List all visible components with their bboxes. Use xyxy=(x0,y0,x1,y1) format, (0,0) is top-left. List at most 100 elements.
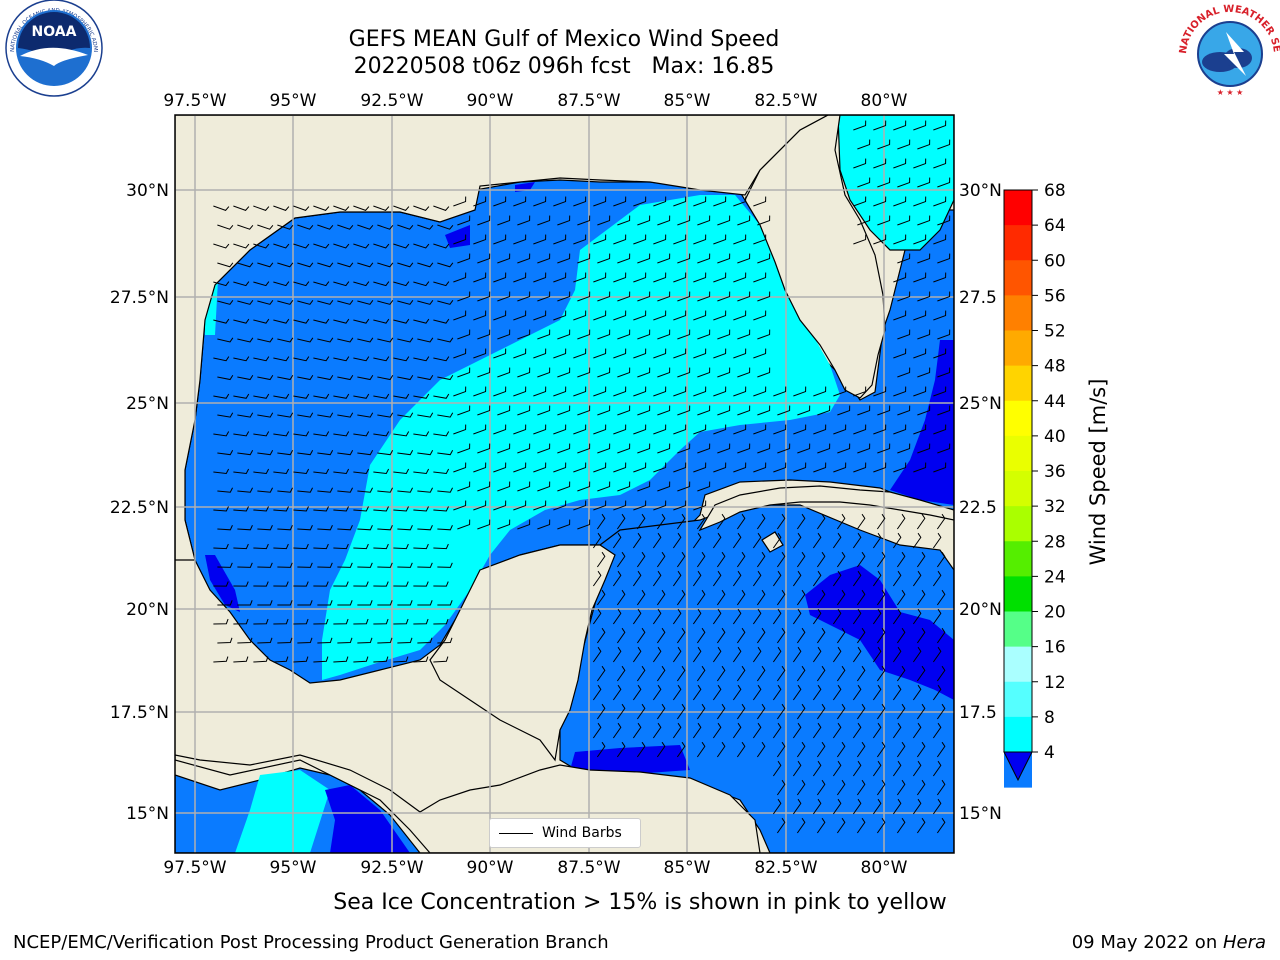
wind-barb xyxy=(357,600,373,606)
wind-barb xyxy=(333,393,350,399)
wind-barb xyxy=(813,424,827,435)
wind-barb xyxy=(237,487,254,493)
wind-barb xyxy=(337,562,353,568)
wind-barb xyxy=(353,356,370,362)
wind-barb xyxy=(553,234,567,245)
wind-barb xyxy=(677,481,691,492)
wind-barb xyxy=(836,551,846,568)
wind-barb xyxy=(393,543,409,550)
svg-text:★ ★ ★: ★ ★ ★ xyxy=(1217,88,1244,97)
wind-barb xyxy=(417,412,434,418)
wind-barb xyxy=(756,665,766,682)
wind-barb xyxy=(672,684,682,701)
wind-barb xyxy=(936,513,946,530)
colorbar-label: 40 xyxy=(1044,427,1066,447)
wind-barb xyxy=(217,637,233,644)
wind-barb xyxy=(533,234,547,245)
wind-barb xyxy=(777,405,791,416)
wind-barb xyxy=(317,300,334,305)
wind-barbs xyxy=(213,120,951,834)
wind-barb xyxy=(917,253,931,264)
figure-title: GEFS MEAN Gulf of Mexico Wind Speed 2022… xyxy=(349,26,780,80)
wind-barb xyxy=(397,450,414,456)
wind-barb xyxy=(613,462,627,473)
wind-barb xyxy=(672,608,682,625)
wind-barb xyxy=(413,581,429,587)
wind-barb xyxy=(417,637,433,644)
wind-barb xyxy=(297,450,314,456)
wind-barb xyxy=(393,468,410,474)
wind-barb xyxy=(633,386,647,397)
north-shore xyxy=(175,115,829,561)
wind-barb xyxy=(437,262,454,268)
wind-barb xyxy=(213,618,229,625)
wind-barb xyxy=(596,703,606,720)
wind-barb xyxy=(353,205,370,211)
colorbar-label: 24 xyxy=(1044,567,1066,587)
wind-barb xyxy=(493,424,507,435)
wind-barb xyxy=(433,581,449,587)
wind-barb xyxy=(573,348,587,359)
wind-barb xyxy=(557,519,571,530)
wind-barb xyxy=(757,329,771,340)
wind-barb xyxy=(697,329,711,340)
wind-barb xyxy=(637,481,651,492)
wind-barb xyxy=(377,637,393,644)
wind-barb xyxy=(856,627,866,644)
wind-barb xyxy=(457,367,471,378)
wind-barb xyxy=(896,817,906,834)
wind-barb xyxy=(696,589,706,606)
wind-barb xyxy=(257,600,273,606)
wind-barb xyxy=(593,424,607,435)
wind-barb xyxy=(297,637,313,644)
wind-barb xyxy=(393,618,409,625)
wind-barb xyxy=(657,329,671,340)
wind-barb xyxy=(892,722,902,739)
wind-barb xyxy=(577,481,591,492)
wind-barb xyxy=(737,443,751,454)
colorbar-segment xyxy=(1004,716,1032,753)
wind-barb xyxy=(373,393,390,399)
wind-barb xyxy=(752,684,762,701)
lon-label: 82.5°W xyxy=(754,858,817,878)
wind-barb xyxy=(597,443,611,454)
colorbar-segment xyxy=(1004,681,1032,718)
wind-barb xyxy=(736,665,746,682)
colorbar-segment xyxy=(1004,576,1032,612)
wind-barb xyxy=(897,177,911,188)
wind-barb xyxy=(597,405,611,416)
wind-barb xyxy=(836,627,846,644)
wind-barb xyxy=(696,703,706,720)
wind-barb xyxy=(592,684,602,701)
wind-barb xyxy=(277,412,294,418)
wind-barb xyxy=(317,562,333,568)
wind-barb xyxy=(913,386,927,397)
wind-barb xyxy=(937,443,951,454)
wind-barb xyxy=(357,224,374,230)
wind-barb xyxy=(937,177,951,188)
wind-barb xyxy=(497,405,511,416)
wind-barb xyxy=(233,656,249,663)
wind-barb xyxy=(753,234,767,245)
wind-barb xyxy=(313,431,330,437)
wind-barb xyxy=(393,318,410,324)
wind-barb xyxy=(453,424,467,435)
wind-barb xyxy=(353,468,370,474)
wind-barb xyxy=(933,310,947,321)
wind-barb xyxy=(873,234,887,245)
wind-barb xyxy=(673,462,687,473)
wind-barb xyxy=(557,291,571,302)
wind-barb xyxy=(537,481,551,492)
wind-barb xyxy=(816,817,826,834)
wind-barb xyxy=(313,205,330,211)
wind-barb xyxy=(333,356,350,362)
footer-credit: NCEP/EMC/Verification Post Processing Pr… xyxy=(13,932,609,953)
wind-barb xyxy=(937,405,951,416)
wind-barb xyxy=(852,760,862,777)
wind-barb xyxy=(832,798,842,815)
wind-barb xyxy=(933,348,947,359)
wind-barb xyxy=(932,760,942,777)
wind-barb xyxy=(796,551,806,568)
wind-barb xyxy=(913,310,927,321)
wind-barb xyxy=(772,532,782,549)
